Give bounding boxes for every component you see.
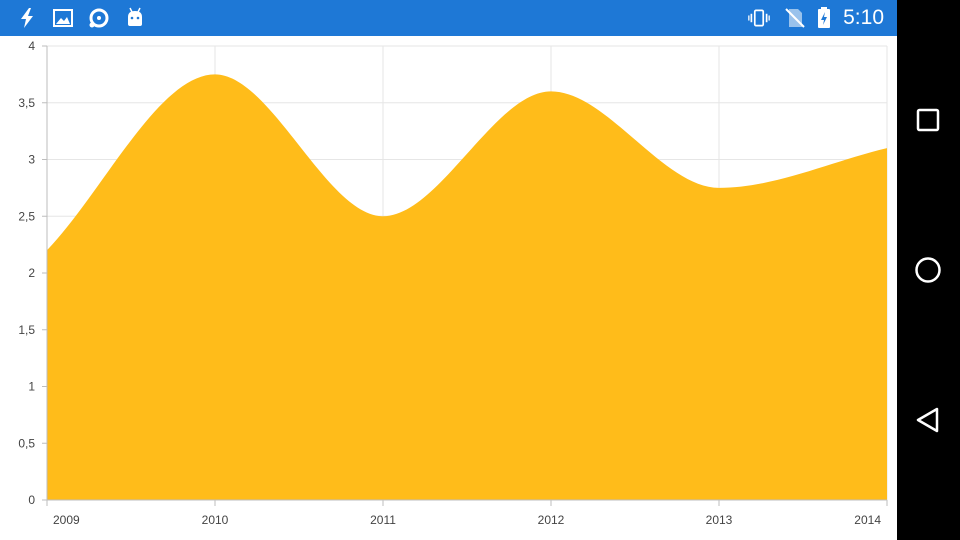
series-area	[47, 74, 887, 500]
navigation-bar	[897, 0, 960, 540]
y-tick-label: 0	[28, 493, 35, 507]
area-chart: 0 0,5 1 1,5 2 2,5 3 3,5 4 2009 2010 2011 2012 2013 201…	[0, 36, 897, 540]
y-tick-label: 2	[28, 266, 35, 280]
axes: 0 0,5 1 1,5 2 2,5 3 3,5 4 2009 2010 2011 2012 2013 201…	[18, 39, 888, 527]
flash-icon	[21, 8, 33, 28]
x-tick-label: 2011	[370, 513, 396, 527]
y-tick-label: 2,5	[18, 209, 35, 223]
no-sim-icon	[785, 8, 805, 28]
x-tick-label: 2013	[706, 513, 733, 527]
x-tick-label: 2010	[202, 513, 229, 527]
android-icon	[128, 7, 142, 26]
y-tick-label: 1,5	[18, 323, 35, 337]
back-button[interactable]	[913, 405, 943, 435]
x-tick-label: 2014	[854, 513, 881, 527]
area-series-path	[47, 74, 887, 500]
y-tick-label: 1	[28, 380, 35, 394]
sync-disc-icon	[89, 8, 109, 28]
x-tick-label: 2012	[538, 513, 565, 527]
y-tick-label: 3,5	[18, 96, 35, 110]
recents-button[interactable]	[913, 105, 943, 135]
y-tick-label: 3	[28, 153, 35, 167]
y-tick-label: 4	[28, 39, 35, 53]
vibrate-icon	[748, 9, 770, 27]
status-bar: 5:10	[0, 0, 897, 36]
y-tick-label: 0,5	[18, 436, 35, 450]
x-tick-label: 2009	[53, 513, 80, 527]
clock: 5:10	[843, 6, 884, 29]
square-icon	[916, 108, 940, 132]
circle-icon	[915, 257, 941, 283]
image-icon	[53, 9, 73, 27]
home-button[interactable]	[913, 255, 943, 285]
back-triangle-icon	[916, 407, 939, 433]
chart-canvas: 0 0,5 1 1,5 2 2,5 3 3,5 4 2009 2010 2011 2012 2013 201…	[18, 39, 888, 527]
battery-charging-icon	[818, 7, 830, 28]
